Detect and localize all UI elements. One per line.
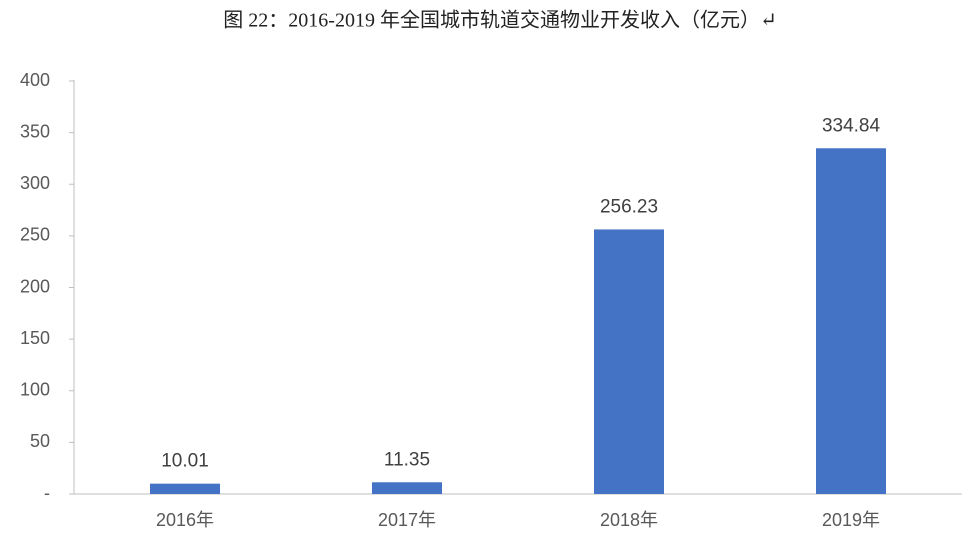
x-tick-label: 2019年 [822,510,880,530]
y-tick-label: - [44,483,50,503]
bar [372,482,442,494]
value-label: 334.84 [822,115,881,136]
y-tick-label: 350 [20,121,50,141]
x-tick-label: 2017年 [378,510,436,530]
value-label: 256.23 [600,196,658,217]
y-tick-label: 250 [20,225,50,245]
bar [150,483,220,494]
x-tick-label: 2016年 [156,510,214,530]
y-tick-label: 300 [20,173,50,193]
value-label: 11.35 [384,449,430,470]
bar [816,148,886,494]
value-label: 10.01 [161,451,209,472]
y-tick-label: 100 [20,380,50,400]
bar [594,229,664,495]
y-tick-label: 50 [30,431,50,451]
chart-title: 图 22：2016-2019 年全国城市轨道交通物业开发收入（亿元）↵ [223,9,776,32]
y-tick-label: 150 [20,328,50,348]
y-tick-label: 200 [20,276,50,296]
x-tick-label: 2018年 [600,510,658,530]
y-tick-label: 400 [20,70,50,90]
